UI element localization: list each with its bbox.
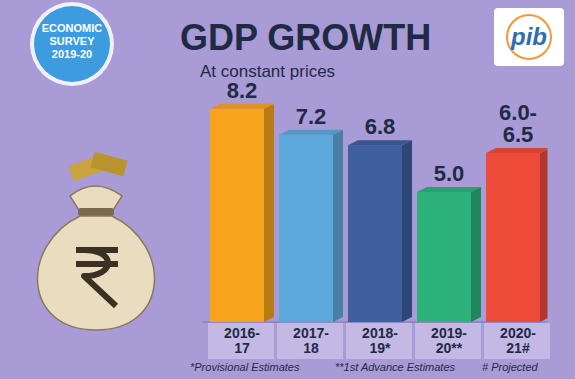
category-label: 2016-17 <box>224 325 260 356</box>
rupee-sign <box>76 250 118 306</box>
badge-ring <box>30 2 114 86</box>
text-line: 20** <box>436 340 463 356</box>
logo-text: pib <box>510 23 547 50</box>
badge-circle <box>34 6 110 82</box>
chart: ECONOMICSURVEY2019-20 pib GDP GROWTH At con… <box>0 0 575 379</box>
gold-bar <box>91 152 128 176</box>
text-line: SURVEY <box>49 35 95 47</box>
text-line: ECONOMIC <box>42 22 103 34</box>
text-line: 2018- <box>362 325 398 341</box>
category-label: 2019-20** <box>431 325 467 356</box>
money-bag <box>38 152 155 330</box>
bar-top <box>279 130 343 135</box>
data-label: 6.8 <box>365 114 396 139</box>
logo-ring <box>507 15 551 59</box>
bar-top <box>210 104 274 109</box>
category-label: 2018-19* <box>362 325 398 356</box>
bar <box>348 145 402 322</box>
text-line: 2020- <box>500 325 536 341</box>
category-label: 2020-21# <box>500 325 536 356</box>
bar-top <box>348 140 412 145</box>
text-line: 2019- <box>431 325 467 341</box>
text-line: 2019-20 <box>52 48 92 60</box>
text-line: 6.5 <box>503 122 534 147</box>
bar-side <box>402 140 412 322</box>
data-label: 6.0-6.5 <box>499 100 537 147</box>
label-plate <box>415 323 481 359</box>
footnote: **1st Advance Estimates <box>335 361 456 373</box>
bar <box>279 135 333 322</box>
bag-tie <box>78 208 114 216</box>
label-plate <box>277 323 343 359</box>
bar-side <box>471 187 481 322</box>
data-label: 5.0 <box>434 161 465 186</box>
footnote: # Projected <box>482 361 539 373</box>
label-plate <box>484 323 550 359</box>
badge-text: ECONOMICSURVEY2019-20 <box>42 22 103 60</box>
data-label: 7.2 <box>296 104 327 129</box>
text-line: 8.2 <box>227 78 258 103</box>
bar <box>210 109 264 322</box>
label-plate <box>208 323 274 359</box>
category-label: 2017-18 <box>293 325 329 356</box>
text-line: 17 <box>234 340 250 356</box>
text-line: 7.2 <box>296 104 327 129</box>
text-line: 2016- <box>224 325 260 341</box>
text-line: 19* <box>369 340 391 356</box>
bar <box>486 153 540 322</box>
text-line: 18 <box>303 340 319 356</box>
bar-top <box>417 187 481 192</box>
title: GDP GROWTH <box>180 17 431 58</box>
logo: pib <box>494 8 564 66</box>
bars <box>210 104 548 322</box>
text-line: 6.8 <box>365 114 396 139</box>
bag-body <box>38 216 155 330</box>
logo-box <box>494 8 564 66</box>
bar <box>417 192 471 322</box>
label-plate <box>346 323 412 359</box>
bar-side <box>540 148 548 322</box>
subtitle: At constant prices <box>200 62 335 81</box>
footnote: *Provisional Estimates <box>190 361 300 373</box>
bar-side <box>333 130 343 322</box>
bar-side <box>264 104 274 322</box>
text-line: 2017- <box>293 325 329 341</box>
background <box>0 0 575 379</box>
text-line: 21# <box>506 340 530 356</box>
text-line: 5.0 <box>434 161 465 186</box>
data-label: 8.2 <box>227 78 258 103</box>
bar-top <box>486 148 548 153</box>
badge: ECONOMICSURVEY2019-20 <box>30 2 114 86</box>
